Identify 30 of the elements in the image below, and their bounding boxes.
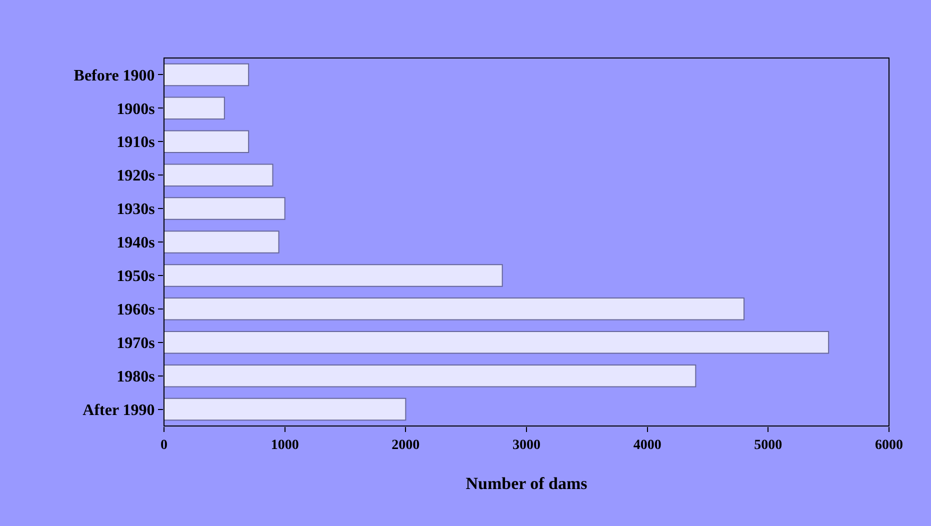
bar [164, 197, 286, 220]
bar [164, 230, 280, 254]
bar [164, 130, 250, 154]
bar [164, 364, 696, 388]
y-tick-label: 1900s [116, 100, 155, 118]
y-tick-label: Before 1900 [74, 67, 155, 84]
x-tick-label: 1000 [270, 438, 299, 453]
y-tick-label: 1980s [116, 368, 155, 386]
x-tick-label: 3000 [512, 438, 540, 453]
x-tick-label: 0 [160, 438, 168, 453]
x-axis-title: Number of dams [466, 474, 588, 494]
bar [164, 63, 250, 86]
bar [164, 398, 406, 421]
bar [164, 330, 830, 354]
y-tick-label: 1960s [116, 302, 155, 319]
x-tick-label: 6000 [875, 438, 903, 453]
y-tick-label: 1970s [116, 334, 155, 352]
y-tick-label: 1920s [116, 168, 155, 185]
bar [164, 298, 744, 320]
x-tick-label: 4000 [633, 438, 662, 453]
y-tick-label: 1930s [116, 201, 155, 218]
y-tick-label: 1910s [116, 134, 155, 152]
x-tick-label: 2000 [392, 438, 420, 453]
bar [164, 264, 503, 287]
x-tick-label: 5000 [754, 438, 782, 453]
bar [164, 164, 274, 186]
y-tick-label: 1950s [116, 268, 155, 286]
y-tick-label: After 1990 [82, 402, 155, 419]
y-tick-label: 1940s [116, 234, 155, 252]
bar [164, 96, 225, 120]
